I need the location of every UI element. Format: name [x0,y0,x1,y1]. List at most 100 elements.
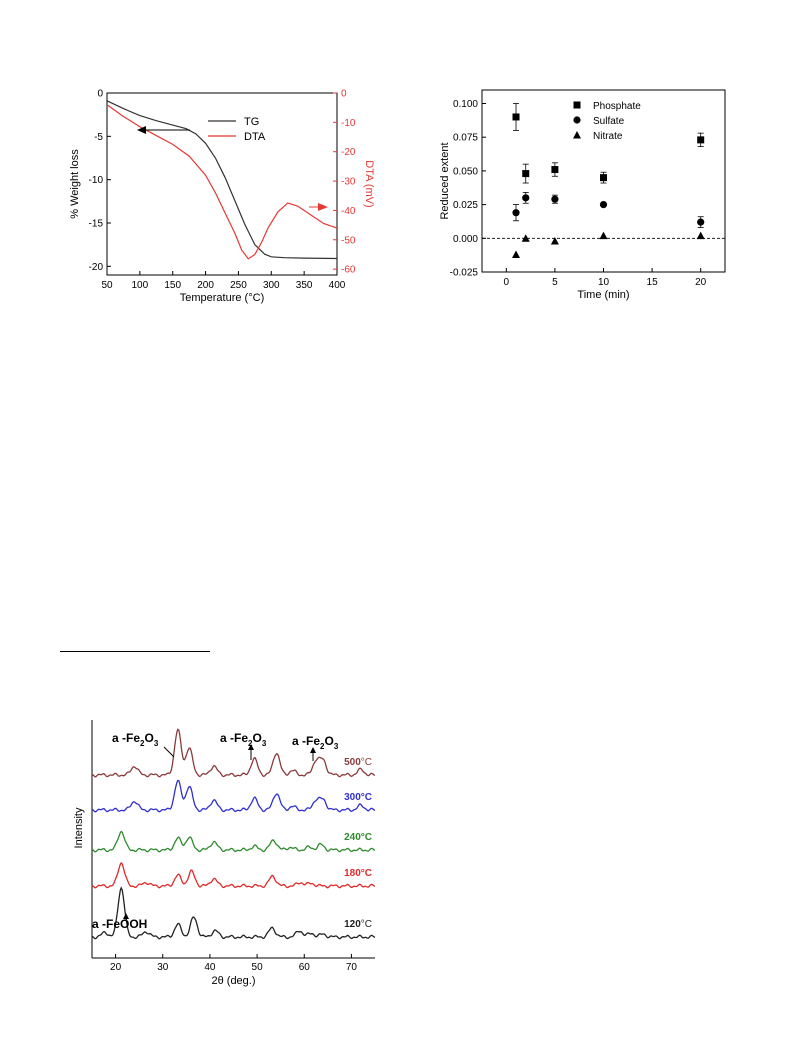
annotation-subscript: 2 [248,739,253,748]
legend-label: Nitrate [593,131,623,142]
xrd-trace-300 [91,779,376,813]
y-tick-label: 0.075 [453,133,478,144]
temperature-unit: °C [361,832,372,843]
annotation-mid: O [144,731,153,745]
y-axis-title: Reduced extent [439,142,451,219]
y2-tick-label: -60 [341,265,356,276]
feooh-annotation: a -FeOOH [92,917,147,931]
legend-marker-phosphate [573,101,581,109]
data-point-sulfate [512,209,520,217]
fe2o3-annotation: a -Fe2O3 [220,731,267,748]
temperature-value: 500 [344,757,361,768]
reduced-extent-chart: 0 5 10 15 20 0.100 0.075 0.050 0.025 0.000 -0.025 T… [439,89,726,301]
x-tick-label: 30 [157,962,169,973]
x-tick-label: 15 [647,277,659,288]
x-tick-label: 20 [695,277,707,288]
x-axis-title: Temperature (°C) [180,292,264,304]
y-axis-title: % Weight loss [69,149,81,219]
tg-dta-chart: 50 100 150 200 250 300 350 400 0 -5 -10 -15 -20 0 -10 -… [69,89,375,305]
temperature-label: 500°C [344,757,372,768]
annotation-prefix: a -Fe [112,731,140,745]
y2-tick-label: -10 [341,118,356,129]
y-tick-label: -20 [89,262,104,273]
temperature-label: 180°C [344,868,372,879]
plot-frame [106,92,338,276]
data-point-nitrate [521,234,530,242]
data-point-phosphate [551,166,559,174]
annotation-prefix: a -Fe [292,734,320,748]
data-point-phosphate [600,174,607,182]
xrd-trace-500 [91,728,376,778]
y-tick-label: -10 [89,175,104,186]
temperature-unit: °C [361,792,372,803]
annotation-mid: O [252,731,261,745]
xrd-trace-240 [91,830,376,853]
y-tick-label: -15 [89,219,104,230]
x-tick-label: 5 [552,277,558,288]
legend-label: DTA [244,131,266,143]
temperature-unit: °C [361,868,372,879]
temperature-value: 300 [344,792,361,803]
legend-marker-nitrate [573,131,581,139]
x-tick-label: 70 [346,962,358,973]
annotation-arrow-head [310,747,316,753]
annotation-arrow-head [248,744,254,750]
annotation-subscript: 3 [334,742,339,751]
data-point-sulfate [551,195,559,203]
temperature-label: 300°C [344,792,372,803]
temperature-value: 240 [344,832,361,843]
section-divider [60,651,210,652]
data-point-nitrate [550,236,559,245]
series-line-tg [106,100,338,260]
x-axis-title: 2θ (deg.) [211,975,255,987]
xrd-trace-120 [91,886,376,940]
temperature-value: 120 [344,919,361,930]
y-tick-label: 0 [97,89,103,100]
dta-axis-arrow-head [318,203,328,211]
y-tick-label: 0.025 [453,200,478,211]
x-tick-label: 20 [110,962,122,973]
annotation-arrow [163,746,175,758]
x-tick-label: 100 [132,280,149,291]
data-point-sulfate [697,218,705,226]
data-point-nitrate [599,231,608,240]
x-tick-label: 200 [197,280,214,291]
y-tick-label: 0.100 [453,99,478,110]
series-line-dta [106,104,338,260]
x-tick-label: 40 [204,962,216,973]
x-axis-title: Time (min) [577,289,629,301]
temperature-value: 180 [344,868,361,879]
y-axis-title: Intensity [73,807,85,848]
legend-label: TG [244,116,259,128]
data-point-phosphate [522,170,530,178]
data-point-nitrate [512,250,521,258]
y2-tick-label: 0 [341,89,347,100]
x-tick-label: 60 [299,962,311,973]
data-point-nitrate [696,231,705,240]
fe2o3-annotation: a -Fe2O3 [112,731,159,748]
y-tick-label: 0.050 [453,166,478,177]
annotation-subscript: 2 [140,739,145,748]
y-tick-label: -0.025 [450,268,479,279]
x-tick-label: 50 [101,280,113,291]
annotation-mid: O [324,734,333,748]
x-tick-label: 300 [263,280,280,291]
y2-tick-label: -30 [341,177,356,188]
y2-axis-title: DTA (mV) [363,160,375,207]
legend-marker-sulfate [573,116,581,124]
annotation-subscript: 3 [154,739,159,748]
y2-tick-label: -50 [341,235,356,246]
temperature-unit: °C [361,757,372,768]
temperature-label: 240°C [344,832,372,843]
annotation-subscript: 3 [262,739,267,748]
fe2o3-annotation: a -Fe2O3 [292,734,339,751]
legend-label: Phosphate [593,101,641,112]
x-tick-label: 400 [329,280,346,291]
annotation-subscript: 2 [320,742,325,751]
data-point-sulfate [522,194,530,202]
temperature-label: 120°C [344,919,372,930]
temperature-unit: °C [361,919,372,930]
y2-tick-label: -20 [341,147,356,158]
tg-axis-arrow-head [137,126,146,134]
